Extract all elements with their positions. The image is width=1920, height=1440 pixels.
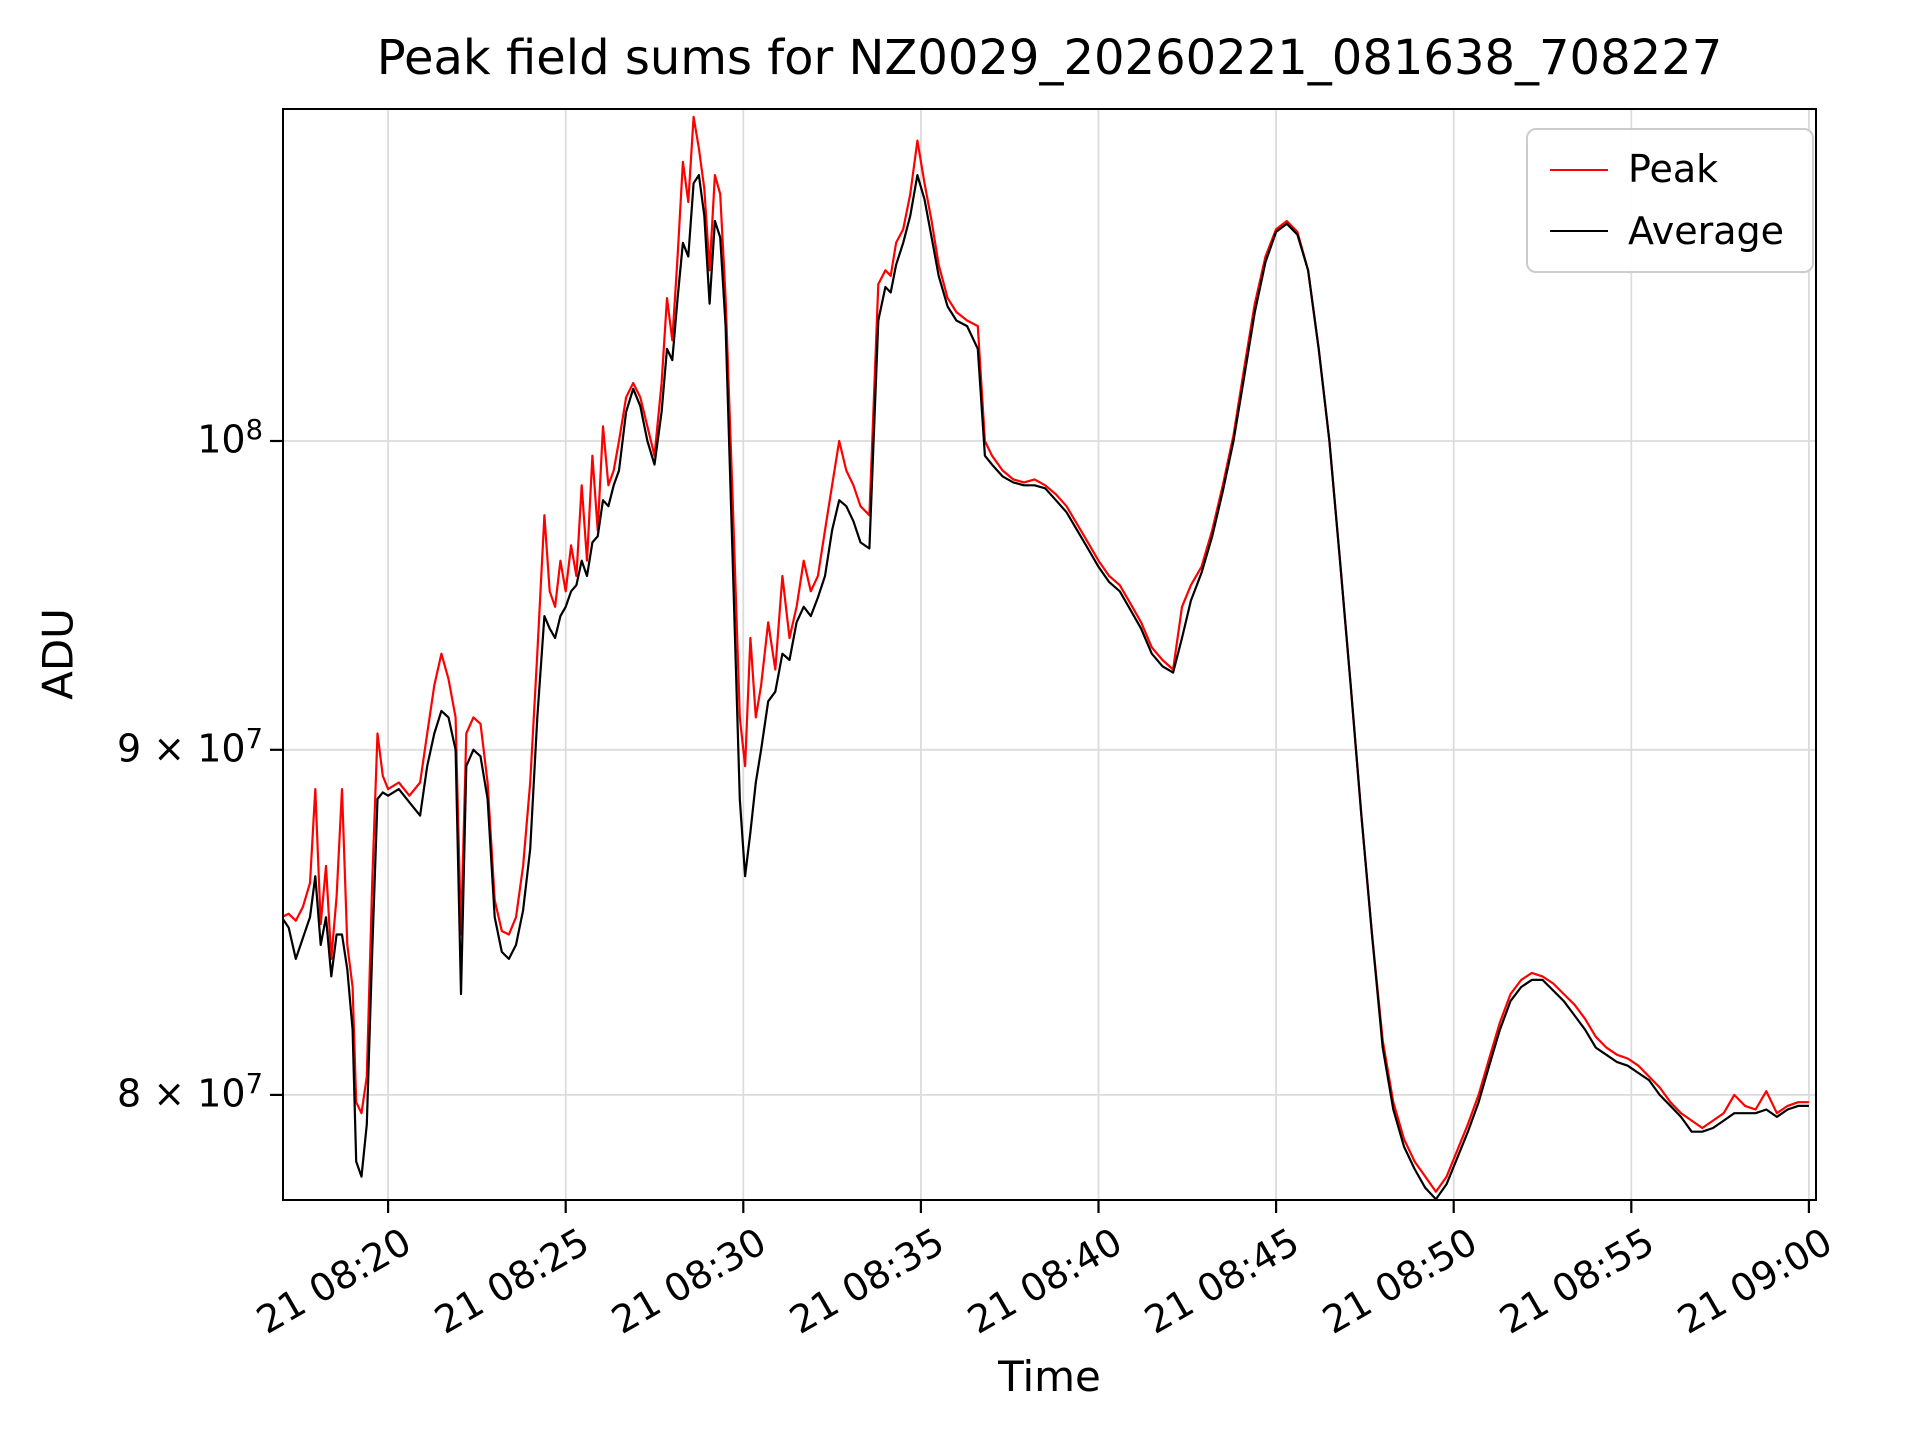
x-axis-label: Time [998, 1352, 1101, 1401]
y-axis-label: ADU [33, 608, 83, 700]
legend-label: Average [1627, 208, 1784, 253]
y-tick-label: 9 × 107 [117, 723, 263, 771]
average-line [283, 174, 1809, 1200]
legend-entry-average: Average [1549, 208, 1784, 256]
chart-title: Peak field sums for NZ0029_20260221_0816… [376, 30, 1723, 86]
y-tick-label: 8 × 107 [117, 1068, 263, 1116]
legend-label: Peak [1627, 147, 1719, 191]
plot-border [282, 108, 1817, 1201]
legend: Peak Average [1525, 128, 1814, 273]
legend-line-sample [1549, 230, 1608, 233]
legend-entry-peak: Peak [1549, 146, 1784, 194]
legend-line-sample [1549, 168, 1608, 171]
peak-line [283, 115, 1809, 1193]
y-tick-label: 108 [197, 415, 263, 462]
